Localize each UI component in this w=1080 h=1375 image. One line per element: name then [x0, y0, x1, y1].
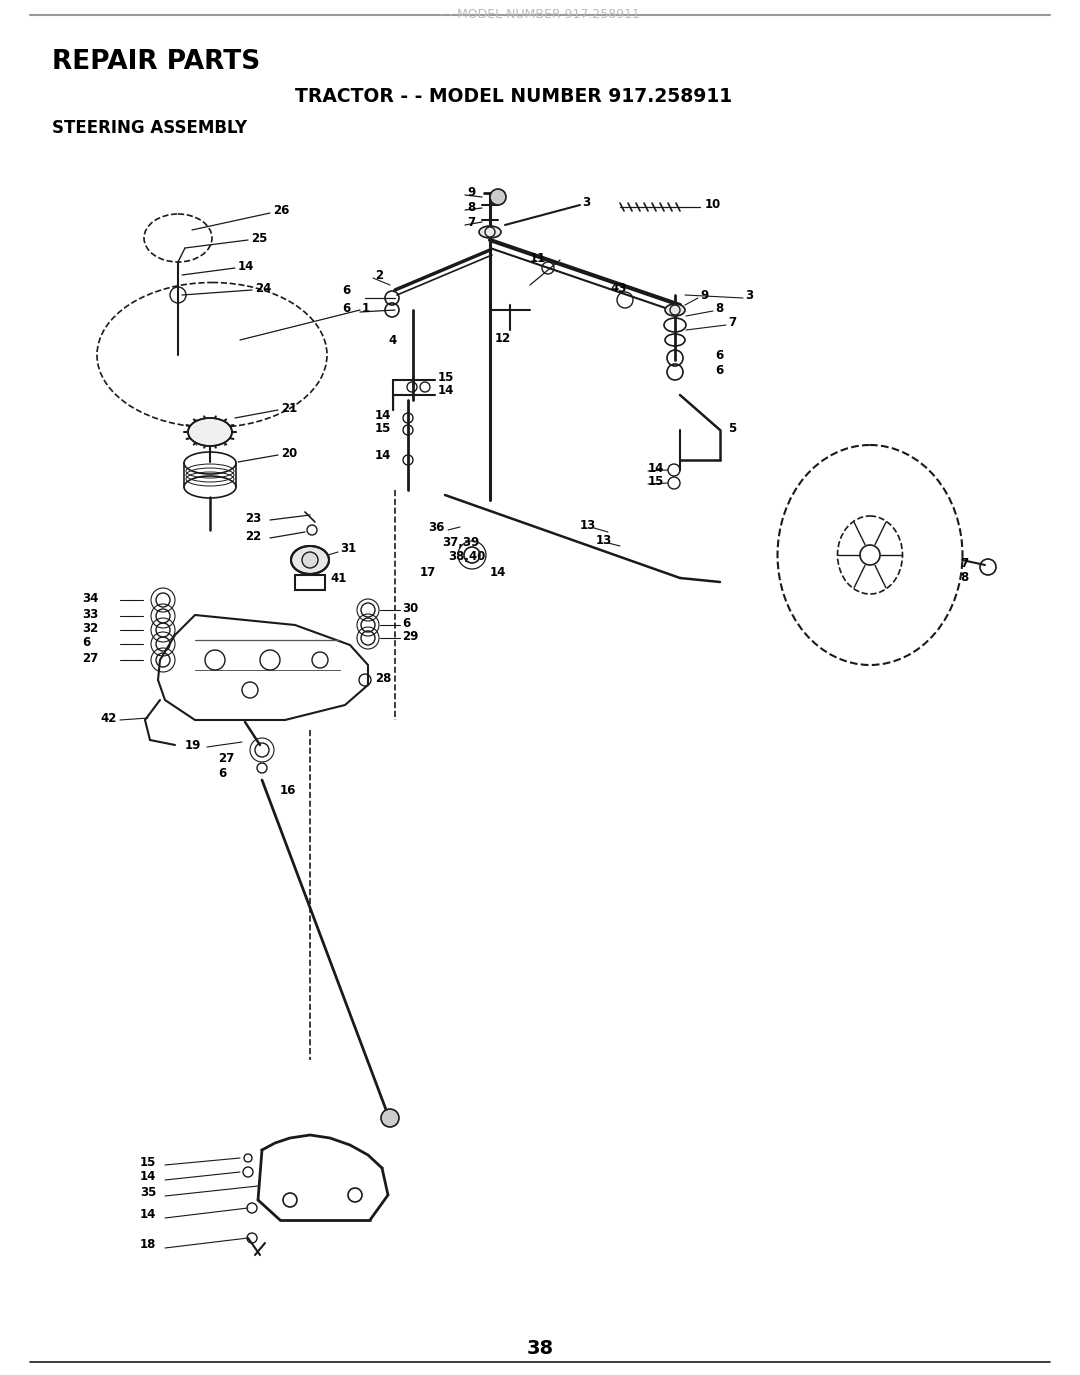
Text: 1: 1 — [362, 301, 370, 315]
Text: 7: 7 — [467, 216, 475, 228]
Text: 37,39: 37,39 — [442, 535, 480, 549]
Text: 6: 6 — [342, 283, 350, 297]
Text: 14: 14 — [375, 408, 391, 422]
Text: - - MODEL NUMBER 917.258911: - - MODEL NUMBER 917.258911 — [440, 8, 640, 21]
Ellipse shape — [291, 546, 329, 573]
Text: 5: 5 — [728, 422, 737, 434]
Text: 14: 14 — [238, 260, 255, 272]
Text: 34: 34 — [82, 591, 98, 605]
Text: 14: 14 — [648, 462, 664, 474]
Text: 6: 6 — [342, 301, 350, 315]
Circle shape — [302, 551, 318, 568]
Text: 38: 38 — [526, 1338, 554, 1357]
Text: 6: 6 — [218, 766, 226, 780]
Text: 26: 26 — [273, 204, 289, 216]
Text: 13: 13 — [580, 518, 596, 532]
Text: 8: 8 — [467, 201, 475, 213]
Text: 25: 25 — [251, 231, 268, 245]
Text: 27: 27 — [218, 752, 234, 765]
Text: 2: 2 — [375, 268, 383, 282]
Text: 21: 21 — [281, 402, 297, 414]
Text: 8: 8 — [715, 301, 724, 315]
Text: 15: 15 — [140, 1155, 157, 1169]
Text: 14: 14 — [140, 1209, 157, 1221]
Text: 14: 14 — [438, 384, 455, 396]
Text: 6: 6 — [402, 616, 410, 630]
Text: TRACTOR - - MODEL NUMBER 917.258911: TRACTOR - - MODEL NUMBER 917.258911 — [295, 87, 732, 106]
Text: 8: 8 — [960, 571, 969, 583]
Text: 42: 42 — [100, 711, 117, 725]
Text: 14: 14 — [490, 565, 507, 579]
Ellipse shape — [188, 418, 232, 446]
Text: 7: 7 — [960, 557, 968, 569]
Text: 14: 14 — [140, 1170, 157, 1184]
Text: REPAIR PARTS: REPAIR PARTS — [52, 49, 260, 76]
Text: 15: 15 — [375, 422, 391, 434]
Text: 35: 35 — [140, 1187, 157, 1199]
Circle shape — [381, 1110, 399, 1127]
Text: 28: 28 — [375, 671, 391, 685]
Text: 33: 33 — [82, 608, 98, 620]
Text: 7: 7 — [728, 315, 737, 329]
Text: 24: 24 — [255, 282, 271, 294]
Text: 13: 13 — [596, 534, 612, 546]
Text: 43: 43 — [610, 282, 626, 294]
Ellipse shape — [665, 304, 685, 316]
Text: 6: 6 — [715, 363, 724, 377]
Text: 20: 20 — [281, 447, 297, 459]
Text: 30: 30 — [402, 601, 418, 615]
Text: 29: 29 — [402, 630, 418, 642]
Text: 18: 18 — [140, 1239, 157, 1251]
Text: 9: 9 — [700, 289, 708, 301]
Text: 4: 4 — [388, 334, 396, 346]
Text: 41: 41 — [330, 572, 347, 584]
Text: 32: 32 — [82, 622, 98, 634]
Text: 10: 10 — [705, 198, 721, 210]
Text: 38,40: 38,40 — [448, 550, 485, 562]
Text: 31: 31 — [340, 542, 356, 554]
Text: STEERING ASSEMBLY: STEERING ASSEMBLY — [52, 120, 247, 138]
Text: 16: 16 — [280, 784, 296, 796]
Circle shape — [490, 188, 507, 205]
Text: 14: 14 — [375, 448, 391, 462]
Text: 15: 15 — [438, 370, 455, 384]
Text: 12: 12 — [495, 331, 511, 345]
Text: 11: 11 — [530, 252, 546, 264]
Text: 15: 15 — [648, 474, 664, 488]
Text: 9: 9 — [467, 186, 475, 198]
Text: 6: 6 — [82, 635, 91, 649]
Text: 19: 19 — [185, 738, 201, 752]
Text: 3: 3 — [745, 289, 753, 301]
Text: 22: 22 — [245, 529, 261, 543]
Ellipse shape — [480, 226, 501, 238]
Text: 27: 27 — [82, 652, 98, 664]
Text: 36: 36 — [428, 521, 444, 534]
Text: 23: 23 — [245, 512, 261, 524]
Text: 6: 6 — [715, 348, 724, 362]
Text: 17: 17 — [420, 565, 436, 579]
Text: 3: 3 — [582, 195, 590, 209]
